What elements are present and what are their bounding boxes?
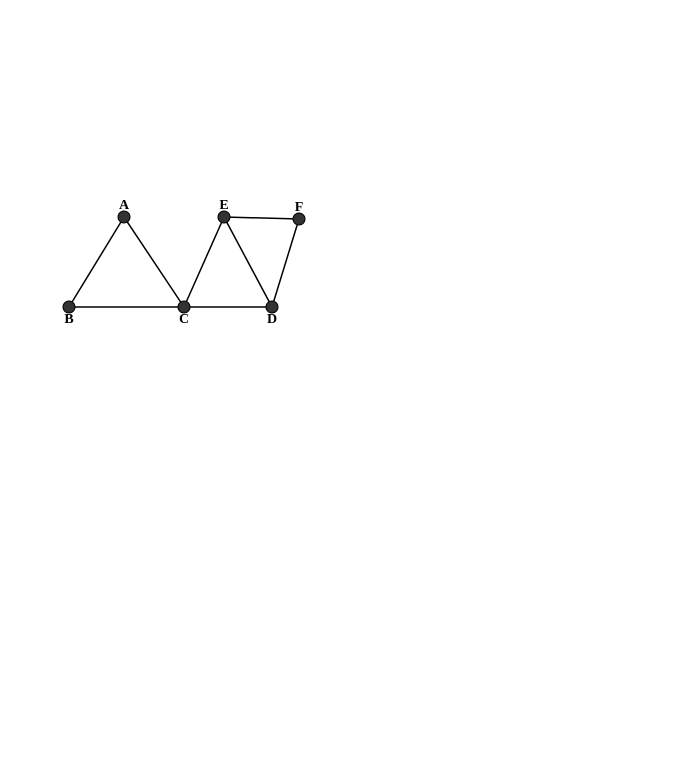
question-1 bbox=[20, 20, 669, 179]
svg-text:B: B bbox=[64, 312, 73, 327]
question-2: A E F B C D bbox=[20, 197, 669, 368]
minimax-tree bbox=[44, 24, 669, 179]
svg-text:A: A bbox=[119, 198, 130, 213]
svg-text:D: D bbox=[267, 312, 277, 327]
svg-text:E: E bbox=[219, 198, 228, 213]
tree-svg bbox=[44, 24, 344, 174]
csp-graph: A E F B C D bbox=[54, 197, 314, 332]
graph-svg: A E F B C D bbox=[54, 197, 314, 327]
svg-text:F: F bbox=[295, 200, 304, 215]
svg-text:C: C bbox=[179, 312, 189, 327]
